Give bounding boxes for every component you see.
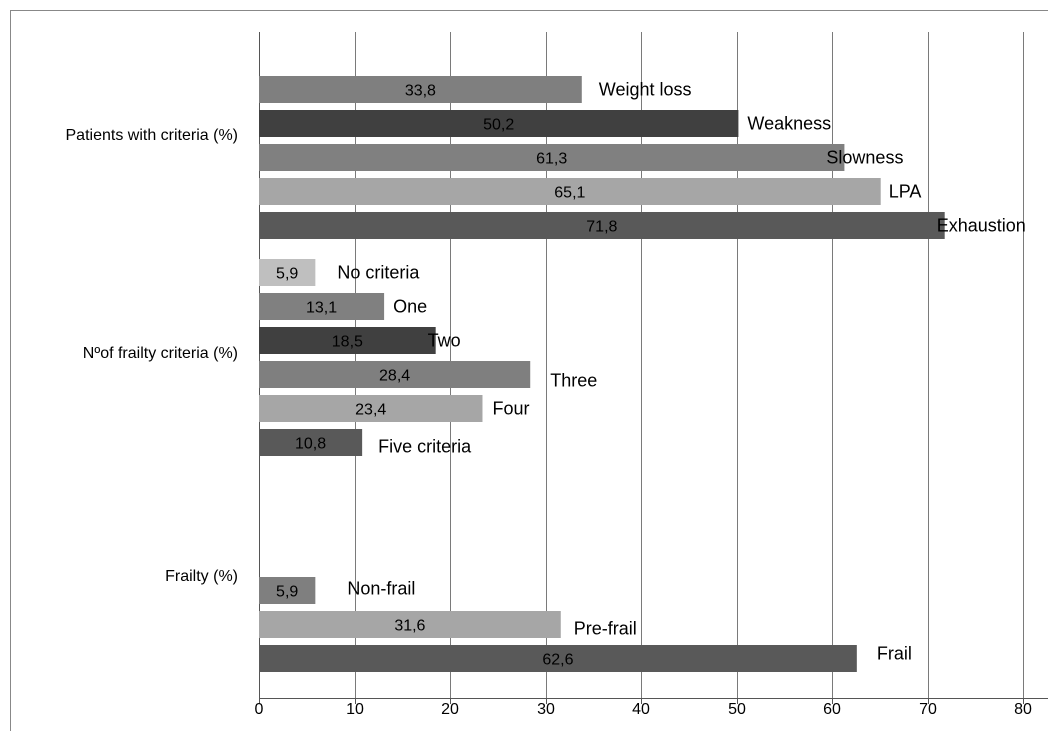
bar-name-label: Non-frail xyxy=(347,579,415,599)
x-tick-label: 0 xyxy=(255,701,264,718)
bar xyxy=(259,76,582,103)
bar-value-label: 10,8 xyxy=(295,436,326,453)
bar-value-label: 62,6 xyxy=(542,652,573,669)
bar-value-label: 65,1 xyxy=(554,185,585,202)
group-label: Patients with criteria (%) xyxy=(66,127,239,144)
bar xyxy=(259,361,531,388)
x-tick-label: 10 xyxy=(346,701,364,718)
bar xyxy=(259,327,436,354)
bar-name-label: Two xyxy=(428,331,461,351)
bar-value-label: 23,4 xyxy=(355,402,386,419)
x-tick-label: 30 xyxy=(537,701,555,718)
bar xyxy=(259,395,483,422)
bar-value-label: 5,9 xyxy=(276,266,298,283)
bar xyxy=(259,144,845,171)
bar-name-label: Weight loss xyxy=(599,80,692,100)
bar-value-label: 33,8 xyxy=(405,83,436,100)
bar-name-label: Slowness xyxy=(826,148,903,168)
bar-name-label: Five criteria xyxy=(378,437,472,457)
group-label: Frailty (%) xyxy=(165,568,238,585)
bar-name-label: No criteria xyxy=(337,263,420,283)
x-tick-label: 50 xyxy=(728,701,746,718)
bar-name-label: Frail xyxy=(877,644,912,664)
bar-name-label: Exhaustion xyxy=(937,216,1026,236)
bar-value-label: 5,9 xyxy=(276,584,298,601)
bar-value-label: 13,1 xyxy=(306,300,337,317)
bar-value-label: 28,4 xyxy=(379,368,410,385)
x-tick-label: 70 xyxy=(919,701,937,718)
bar-value-label: 50,2 xyxy=(483,117,514,134)
bar xyxy=(259,645,857,672)
bar xyxy=(259,212,945,239)
bar-value-label: 61,3 xyxy=(536,151,567,168)
bar xyxy=(259,110,739,137)
x-tick-label: 60 xyxy=(823,701,841,718)
bar-name-label: Three xyxy=(550,371,597,391)
bar xyxy=(259,293,385,320)
bar xyxy=(259,429,363,456)
bars: 33,8 Weight loss 50,2 Weakness 61,3 Slowness 6… xyxy=(259,76,1026,672)
bar-name-label: Four xyxy=(492,399,529,419)
x-tick-label: 80 xyxy=(1014,701,1032,718)
bar-name-label: Pre-frail xyxy=(574,619,637,639)
x-tick-label: 20 xyxy=(441,701,459,718)
bar-value-label: 71,8 xyxy=(586,219,617,236)
bar-value-label: 31,6 xyxy=(394,618,425,635)
bar-name-label: One xyxy=(393,297,427,317)
bar xyxy=(259,611,561,638)
bar-name-label: LPA xyxy=(889,182,922,202)
bar xyxy=(259,178,881,205)
group-label: Nºof frailty criteria (%) xyxy=(83,345,238,362)
x-axis: 0 10 20 30 40 50 60 70 80 xyxy=(255,698,1048,718)
bar-name-label: Weakness xyxy=(747,114,831,134)
bar-value-label: 18,5 xyxy=(332,334,363,351)
bar xyxy=(259,259,316,286)
group-labels: Patients with criteria (%) Nºof frailty c… xyxy=(66,127,239,585)
bar xyxy=(259,577,316,604)
x-tick-label: 40 xyxy=(632,701,650,718)
